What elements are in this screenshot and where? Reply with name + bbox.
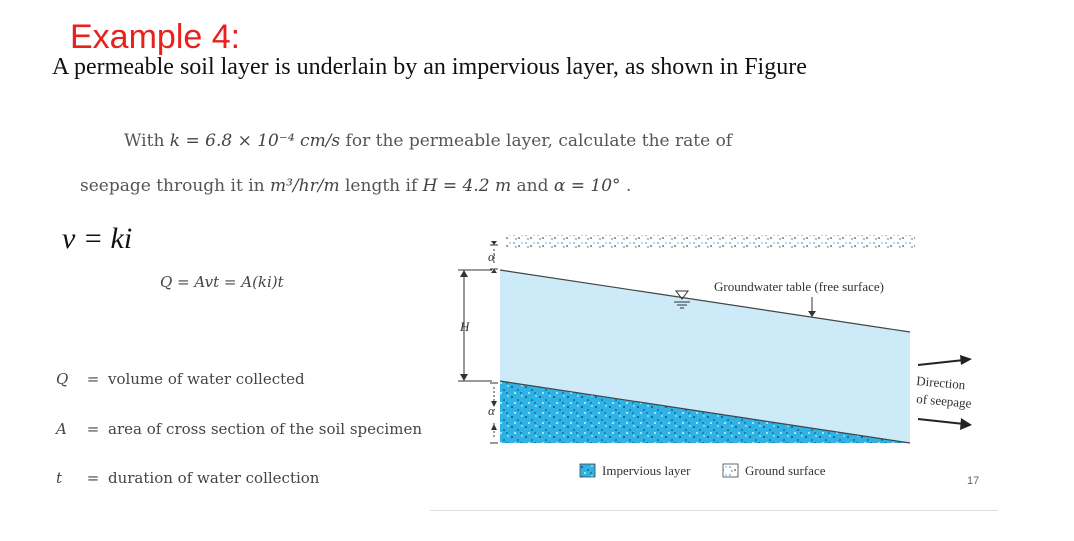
velocity-equation: v = ki bbox=[62, 222, 133, 255]
problem-text: seepage through it in bbox=[80, 176, 270, 196]
definition-equals: = bbox=[86, 370, 100, 388]
groundwater-arrow bbox=[808, 311, 816, 317]
seepage-arrow-top bbox=[960, 355, 972, 365]
alpha-top-label: α bbox=[488, 249, 496, 264]
seepage-figure: Groundwater table (free surface) H α α D… bbox=[458, 235, 973, 478]
direction-label-1: Direction bbox=[916, 373, 967, 392]
direction-label-2: of seepage bbox=[916, 391, 973, 411]
impervious-boundary-line bbox=[499, 380, 911, 444]
definition-q: Q = volume of water collected bbox=[56, 370, 305, 388]
definition-text: area of cross section of the soil specim… bbox=[108, 420, 422, 438]
definition-symbol: Q bbox=[56, 370, 69, 388]
alpha-bottom-label: α bbox=[488, 403, 496, 418]
slide-title: Example 4: bbox=[70, 18, 241, 56]
legend-ground-swatch bbox=[722, 463, 739, 478]
groundwater-line bbox=[499, 269, 911, 333]
height-value: H = 4.2 m bbox=[422, 176, 512, 196]
height-dimension bbox=[458, 269, 492, 382]
problem-text: for the permeable layer, calculate the r… bbox=[340, 131, 733, 151]
definition-text: duration of water collection bbox=[108, 469, 320, 487]
legend-impervious-label: Impervious layer bbox=[602, 463, 691, 478]
definition-text: volume of water collected bbox=[108, 370, 305, 388]
seepage-unit: m³/hr/m bbox=[270, 176, 340, 196]
seepage-arrow-bottom bbox=[960, 418, 972, 430]
legend-impervious-swatch bbox=[579, 463, 596, 478]
problem-text: length if bbox=[339, 176, 423, 196]
permeability-value: k = 6.8 × 10⁻⁴ cm/s bbox=[169, 131, 341, 151]
alpha-value: α = 10° bbox=[553, 176, 621, 196]
ground-surface-strip bbox=[505, 235, 915, 249]
footer-divider bbox=[430, 510, 998, 511]
height-label: H bbox=[459, 319, 470, 334]
problem-text: . bbox=[620, 176, 632, 196]
water-table-icon bbox=[674, 290, 690, 309]
problem-line-2: seepage through it in m³/hr/m length if … bbox=[80, 176, 631, 196]
problem-text: With bbox=[124, 131, 170, 151]
page-number: 17 bbox=[967, 475, 980, 487]
groundwater-label: Groundwater table (free surface) bbox=[714, 279, 884, 294]
slide-subtitle: A permeable soil layer is underlain by a… bbox=[52, 54, 807, 80]
problem-line-1: With k = 6.8 × 10⁻⁴ cm/s for the permeab… bbox=[124, 131, 732, 151]
legend: Impervious layer Ground surface bbox=[579, 463, 826, 478]
definition-symbol: t bbox=[56, 469, 63, 487]
definition-equals: = bbox=[86, 420, 100, 438]
definition-t: t = duration of water collection bbox=[56, 469, 319, 487]
definition-a: A = area of cross section of the soil spec… bbox=[56, 420, 422, 438]
definition-equals: = bbox=[86, 469, 100, 487]
problem-text: and bbox=[511, 176, 554, 196]
alpha-top-dimension bbox=[490, 241, 498, 273]
flow-equation: Q = Avt = A(ki)t bbox=[160, 273, 284, 291]
legend-ground-label: Ground surface bbox=[745, 463, 826, 478]
alpha-bottom-dimension bbox=[490, 382, 498, 444]
definition-symbol: A bbox=[56, 420, 67, 438]
